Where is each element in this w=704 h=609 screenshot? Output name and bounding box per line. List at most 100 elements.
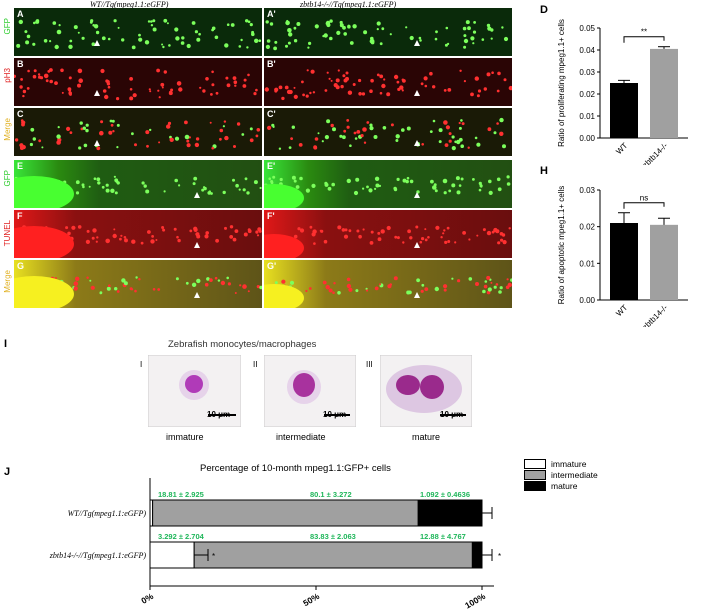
y-axis-label: Ratio of proliferating mpeg1.1+ cells bbox=[557, 19, 566, 147]
micrograph-label: C' bbox=[267, 109, 276, 119]
significance-label: ** bbox=[641, 28, 647, 37]
micrograph-panel: G bbox=[14, 260, 262, 308]
arrowhead-icon bbox=[194, 192, 200, 198]
panel-i-title: Zebrafish monocytes/macrophages bbox=[168, 339, 317, 350]
micrograph-label: B bbox=[17, 59, 24, 69]
stacked-segment bbox=[152, 499, 419, 527]
micrograph-label: B' bbox=[267, 59, 276, 69]
bar bbox=[610, 223, 638, 300]
y-tick-label: 0.01 bbox=[579, 259, 595, 268]
cell1-caption: immature bbox=[166, 432, 204, 442]
arrowhead-icon bbox=[414, 242, 420, 248]
arrowhead-icon bbox=[194, 292, 200, 298]
y-tick-label: 0.02 bbox=[579, 90, 595, 99]
value-label: 18.81 ± 2.925 bbox=[158, 490, 204, 499]
x-tick-label: WT bbox=[614, 303, 629, 318]
cell1-roman: I bbox=[140, 360, 143, 369]
legend-swatch-intermediate bbox=[524, 469, 546, 480]
row-channel-label: TUNEL bbox=[3, 220, 12, 247]
micrograph-panel: B bbox=[14, 58, 262, 106]
stacked-segment bbox=[471, 541, 483, 569]
bar bbox=[610, 83, 638, 138]
stacked-segment bbox=[149, 541, 195, 569]
legend-immature: immature bbox=[551, 458, 587, 469]
y-tick-label: 0.03 bbox=[579, 186, 595, 195]
significance-star: * bbox=[498, 552, 501, 561]
panel-d-letter: D bbox=[540, 4, 548, 16]
cell1-image bbox=[148, 355, 241, 427]
legend-swatch-mature bbox=[524, 480, 546, 491]
y-tick-label: 0.00 bbox=[579, 296, 595, 305]
y-tick-label: 0.04 bbox=[579, 46, 595, 55]
micrograph-label: A' bbox=[267, 9, 276, 19]
cell2-caption: intermediate bbox=[276, 432, 326, 442]
micrograph-label: E bbox=[17, 161, 24, 171]
y-tick-label: 0.03 bbox=[579, 68, 595, 77]
y-axis-label: Ratio of apoptotic mpeg1.1+ cells bbox=[557, 186, 566, 305]
micrograph-panel: F bbox=[14, 210, 262, 258]
micrograph-label: A bbox=[17, 9, 24, 19]
stacked-segment bbox=[417, 499, 483, 527]
micrograph-label: E' bbox=[267, 161, 276, 171]
y-tick-label: 0.00 bbox=[579, 134, 595, 143]
micrograph-panel: C bbox=[14, 108, 262, 156]
micrograph-panel: E' bbox=[264, 160, 512, 208]
micrograph-label: C bbox=[17, 109, 24, 119]
value-label: 3.292 ± 2.704 bbox=[158, 532, 205, 541]
panel-j-letter: J bbox=[4, 466, 11, 478]
bar bbox=[650, 224, 678, 300]
legend-mature: mature bbox=[551, 480, 578, 491]
micrograph-panel: F' bbox=[264, 210, 512, 258]
cell3-image bbox=[380, 355, 472, 427]
micrograph-label: F bbox=[17, 211, 23, 221]
arrowhead-icon bbox=[414, 90, 420, 96]
cell2-scale: 10 μm bbox=[323, 410, 347, 419]
x-tick-label: zbtb14-/- bbox=[641, 141, 670, 165]
arrowhead-icon bbox=[94, 140, 100, 146]
y-tick-label: 0.01 bbox=[579, 112, 595, 121]
significance-bracket bbox=[623, 36, 665, 43]
micrograph-panel: C' bbox=[264, 108, 512, 156]
cell3-scale: 10 μm bbox=[440, 410, 464, 419]
x-tick-label: WT bbox=[614, 141, 629, 156]
row-channel-label: pH3 bbox=[3, 68, 12, 83]
legend: immature intermediate mature bbox=[524, 458, 598, 491]
arrowhead-icon bbox=[414, 140, 420, 146]
row-channel-label: GFP bbox=[3, 170, 12, 187]
legend-intermediate: intermediate bbox=[551, 469, 598, 480]
x-tick-label: 100% bbox=[463, 591, 487, 609]
x-tick-label: 50% bbox=[301, 591, 321, 608]
panel-h-letter: H bbox=[540, 165, 548, 177]
micrograph-panel: A' bbox=[264, 8, 512, 56]
row-channel-label: Merge bbox=[3, 118, 12, 141]
y-tick-label: 0.02 bbox=[579, 223, 595, 232]
significance-star: * bbox=[212, 552, 215, 561]
y-tick-label: 0.05 bbox=[579, 24, 595, 33]
arrowhead-icon bbox=[414, 192, 420, 198]
arrowhead-icon bbox=[94, 90, 100, 96]
value-label: 80.1 ± 3.272 bbox=[310, 490, 352, 499]
row-label: WT//Tg(mpeg1.1:eGFP) bbox=[68, 509, 147, 518]
value-label: 83.83 ± 2.063 bbox=[310, 532, 356, 541]
bar bbox=[650, 48, 678, 138]
panel-j-chart: 0% 50% 100% WT//Tg(mpeg1.1:eGFP) 18.81 ± 2.9… bbox=[49, 478, 501, 609]
col1-title: WT//Tg(mpeg1.1:eGFP) bbox=[90, 0, 169, 9]
row-label: zbtb14-/-//Tg(mpeg1.1:eGFP) bbox=[49, 551, 147, 560]
panel-h-chart: 0.00 0.01 0.02 0.03 Ratio of apoptotic mpeg1… bbox=[557, 186, 688, 327]
arrowhead-icon bbox=[414, 40, 420, 46]
panel-d-chart: 0.00 0.01 0.02 0.03 0.04 0.05 Ratio of prolife… bbox=[557, 19, 688, 165]
arrowhead-icon bbox=[414, 292, 420, 298]
panel-j-title: Percentage of 10-month mpeg1.1:GFP+ cell… bbox=[200, 463, 391, 474]
significance-label: ns bbox=[640, 194, 648, 203]
panel-i-letter: I bbox=[4, 338, 8, 350]
cell3-roman: III bbox=[366, 360, 373, 369]
arrowhead-icon bbox=[194, 242, 200, 248]
micrograph-panel: A bbox=[14, 8, 262, 56]
cell2-roman: II bbox=[253, 360, 258, 369]
micrograph-panel: E bbox=[14, 160, 262, 208]
row-channel-label: Merge bbox=[3, 270, 12, 293]
micrograph-panel: B' bbox=[264, 58, 512, 106]
micrograph-label: G' bbox=[267, 261, 277, 271]
row-channel-label: GFP bbox=[3, 18, 12, 35]
micrograph-label: F' bbox=[267, 211, 275, 221]
